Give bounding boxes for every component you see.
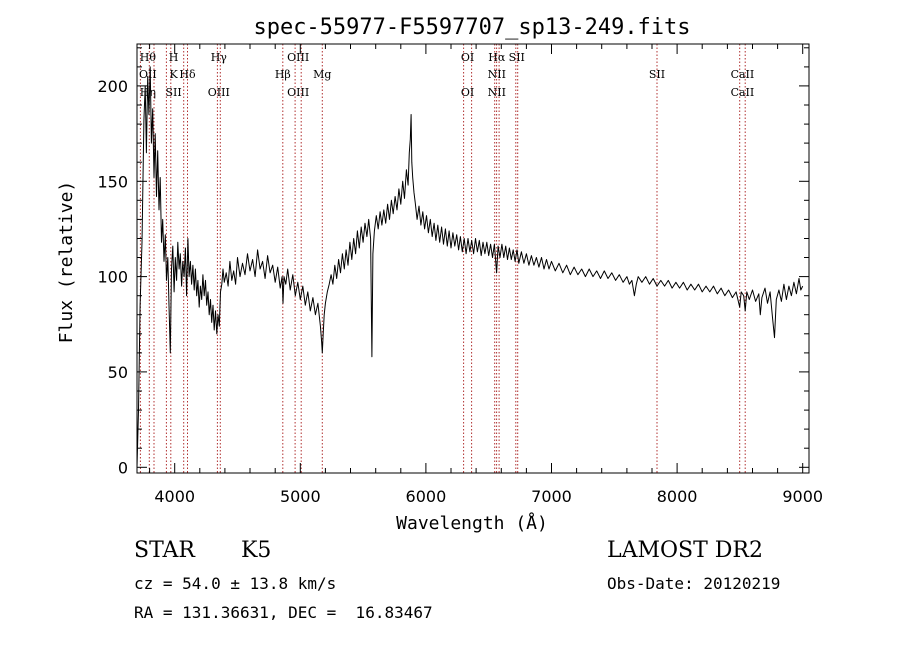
object-subclass: K5	[241, 538, 272, 563]
line-label-11-1: CaII	[731, 86, 755, 99]
line-label-5-1: OIII	[287, 86, 309, 99]
line-label-7-1: OI	[461, 86, 474, 99]
line-label-1-2: SII	[165, 86, 181, 99]
x-tick-label-9000: 9000	[782, 487, 823, 506]
chart-title: spec-55977-F5597707_sp13-249.fits	[253, 15, 690, 40]
line-label-10-0: SII	[649, 68, 665, 81]
emission-line-markers: HθOIIHηHKSIIHδHγOIIIHβOIIIOIIIMgOIOIHαNI…	[139, 44, 754, 473]
line-label-3-1: OIII	[208, 86, 230, 99]
line-label-2-0: Hδ	[179, 68, 196, 81]
y-tick-label-50: 50	[108, 363, 128, 382]
y-axis: 0 50 100 150 200	[97, 47, 809, 477]
x-tick-label-7000: 7000	[531, 487, 572, 506]
y-tick-label-100: 100	[97, 268, 128, 287]
y-axis-label: Flux (relative)	[56, 181, 77, 344]
line-label-1-1: K	[169, 68, 178, 81]
redshift-value: cz = 54.0 ± 13.8 km/s	[134, 574, 337, 593]
spectrum-line-0	[136, 66, 804, 468]
observation-date: Obs-Date: 20120219	[607, 574, 781, 593]
x-axis: 4000 5000 6000 7000 8000 9000	[149, 44, 823, 506]
x-tick-label-4000: 4000	[154, 487, 195, 506]
y-tick-label-200: 200	[97, 77, 128, 96]
x-axis-label: Wavelength (Å)	[396, 512, 548, 534]
line-label-4-0: Hβ	[275, 68, 291, 81]
x-tick-label-6000: 6000	[406, 487, 447, 506]
line-label-0-1: OII	[139, 68, 157, 81]
coordinates: RA = 131.36631, DEC = 16.83467	[134, 603, 433, 622]
x-tick-label-5000: 5000	[280, 487, 321, 506]
survey-name: LAMOST DR2	[607, 538, 763, 563]
line-label-8-1: NII	[488, 68, 506, 81]
line-label-6-0: Mg	[313, 68, 331, 81]
line-label-8-2: NII	[488, 86, 506, 99]
line-label-0-0: Hθ	[140, 51, 157, 64]
line-label-1-0: H	[169, 51, 179, 64]
line-label-8-0: Hα	[488, 51, 506, 64]
line-label-7-0: OI	[461, 51, 474, 64]
y-tick-label-150: 150	[97, 172, 128, 191]
object-class: STAR	[134, 538, 195, 563]
spectrum-series	[136, 66, 804, 468]
line-label-9-0: SII	[509, 51, 525, 64]
line-label-11-0: CaII	[731, 68, 755, 81]
plot-frame	[136, 43, 810, 474]
line-label-3-0: Hγ	[211, 51, 228, 64]
x-tick-label-8000: 8000	[657, 487, 698, 506]
line-label-5-0: OIII	[287, 51, 309, 64]
y-tick-label-0: 0	[118, 458, 128, 477]
